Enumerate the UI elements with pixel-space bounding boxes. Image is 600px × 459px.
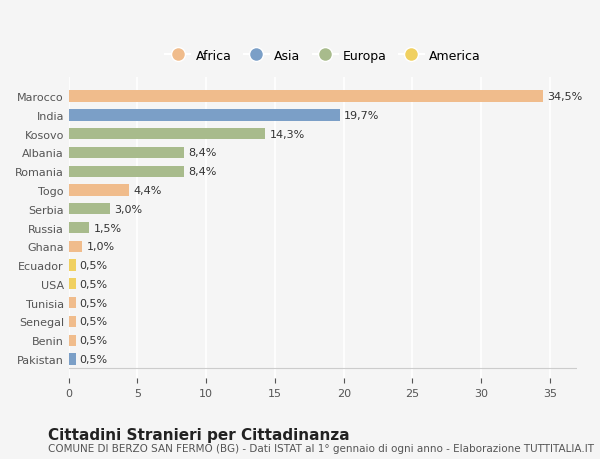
- Bar: [69, 335, 76, 346]
- Text: 3,0%: 3,0%: [114, 204, 142, 214]
- Text: 0,5%: 0,5%: [80, 279, 108, 289]
- Bar: [69, 241, 82, 252]
- Text: 8,4%: 8,4%: [188, 167, 217, 177]
- Text: 8,4%: 8,4%: [188, 148, 217, 158]
- Text: 34,5%: 34,5%: [547, 92, 583, 102]
- Bar: [69, 204, 110, 215]
- Bar: [69, 316, 76, 327]
- Text: 0,5%: 0,5%: [80, 261, 108, 270]
- Bar: [69, 297, 76, 308]
- Legend: Africa, Asia, Europa, America: Africa, Asia, Europa, America: [160, 45, 485, 68]
- Bar: [69, 91, 543, 102]
- Text: 0,5%: 0,5%: [80, 354, 108, 364]
- Text: 0,5%: 0,5%: [80, 298, 108, 308]
- Text: 0,5%: 0,5%: [80, 336, 108, 346]
- Bar: [69, 129, 265, 140]
- Bar: [69, 185, 129, 196]
- Bar: [69, 166, 184, 178]
- Bar: [69, 353, 76, 365]
- Text: 0,5%: 0,5%: [80, 317, 108, 327]
- Bar: [69, 260, 76, 271]
- Bar: [69, 147, 184, 159]
- Bar: [69, 110, 340, 121]
- Text: 4,4%: 4,4%: [133, 185, 162, 196]
- Text: COMUNE DI BERZO SAN FERMO (BG) - Dati ISTAT al 1° gennaio di ogni anno - Elabora: COMUNE DI BERZO SAN FERMO (BG) - Dati IS…: [48, 443, 594, 453]
- Text: 1,5%: 1,5%: [94, 223, 122, 233]
- Text: 19,7%: 19,7%: [344, 111, 379, 121]
- Bar: [69, 223, 89, 234]
- Text: Cittadini Stranieri per Cittadinanza: Cittadini Stranieri per Cittadinanza: [48, 427, 350, 442]
- Bar: [69, 279, 76, 290]
- Text: 1,0%: 1,0%: [86, 242, 115, 252]
- Text: 14,3%: 14,3%: [269, 129, 305, 140]
